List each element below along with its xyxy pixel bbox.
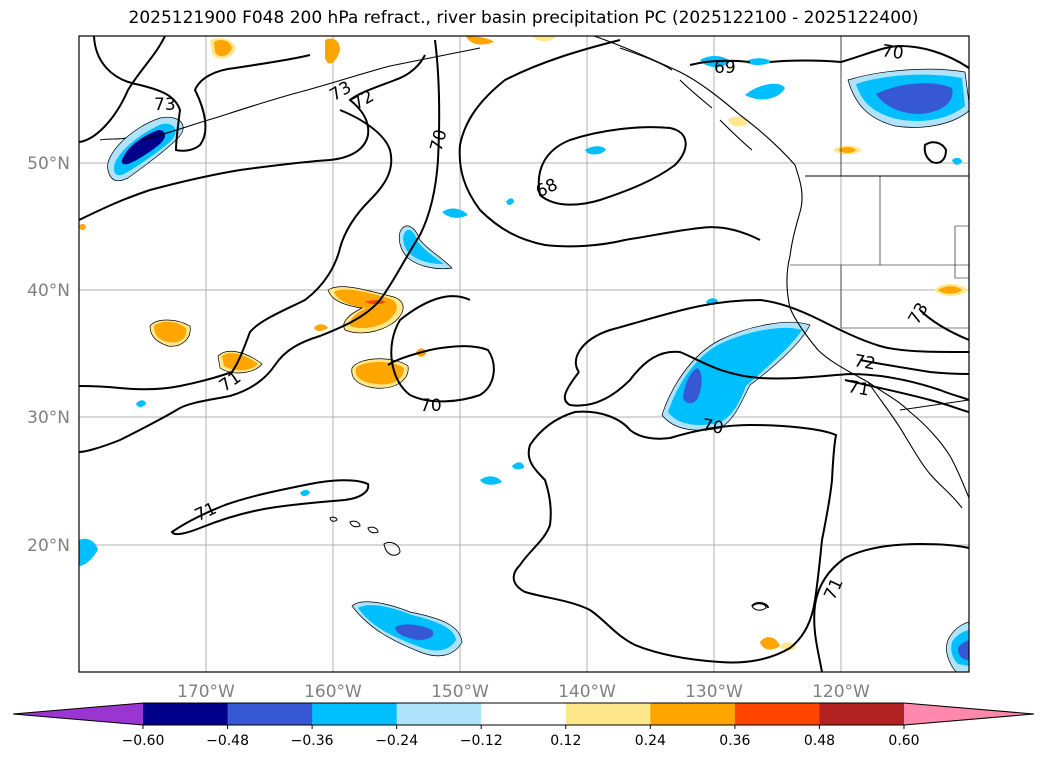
contour-70-south [574, 298, 969, 373]
lon-label: 160°W [304, 682, 362, 702]
colorbar-segment [734, 703, 820, 725]
contour-labels: 73 73 72 70 68 69 70 71 70 70 72 71 73 7… [154, 41, 933, 603]
contour-73-east [919, 309, 969, 341]
colorbar-tick-label: 0.24 [635, 733, 666, 749]
colorbar-tick-label: 0.60 [888, 733, 919, 749]
contour-70-box [387, 295, 495, 403]
colorbar-tick-label: 0.36 [719, 733, 750, 749]
map-frame [78, 35, 970, 673]
fill-outlines [107, 68, 969, 672]
colorbar-tick-label: −0.60 [122, 733, 165, 749]
contour-label: 70 [420, 396, 442, 416]
lon-label: 130°W [685, 682, 743, 702]
colorbar-tick-label: −0.36 [291, 733, 334, 749]
contour-71-mid [844, 379, 969, 413]
contour-70-east-upper [458, 39, 761, 248]
contour-70-ne [840, 44, 969, 69]
contour-label: 72 [852, 351, 877, 374]
colorbar-extension-low [13, 703, 143, 725]
contour-label: 71 [846, 377, 871, 400]
colorbar-segment [819, 703, 905, 725]
colorbar-tick-label: 0.12 [550, 733, 581, 749]
contour-71-se [813, 542, 969, 672]
latitude-labels: 50°N 40°N 30°N 20°N [27, 154, 70, 556]
map-title: 2025121900 F048 200 hPa refract., river … [128, 8, 919, 28]
contour-label: 70 [700, 415, 725, 438]
lon-label: 150°W [431, 682, 489, 702]
colorbar-segment [312, 703, 398, 725]
colorbar-segment [650, 703, 736, 725]
coastlines [99, 36, 969, 509]
coast-north-america [593, 36, 969, 499]
lon-label: 170°W [177, 682, 235, 702]
map-panel: 73 73 72 70 68 69 70 71 70 70 72 71 73 7… [79, 36, 969, 672]
contour-72-ridge [79, 109, 393, 391]
coast-alaska-south [139, 47, 481, 141]
lat-label: 30°N [27, 408, 70, 428]
border-us-mexico [899, 399, 969, 411]
contour-label: 70 [881, 41, 905, 64]
contour-72-east [859, 359, 969, 375]
colorbar-tick-label: 0.48 [804, 733, 835, 749]
contour-70-main [79, 39, 441, 453]
lat-label: 40°N [27, 281, 70, 301]
longitude-labels: 170°W 160°W 150°W 140°W 130°W 120°W [177, 682, 870, 702]
contour-72-north [79, 36, 166, 143]
precip-pc-fills [79, 36, 969, 672]
colorbar-tick-label: −0.48 [206, 733, 249, 749]
contour-68 [537, 126, 687, 206]
contour-label: 73 [154, 95, 176, 115]
lat-label: 20°N [27, 536, 70, 556]
lon-label: 140°W [558, 682, 616, 702]
colorbar-segment [481, 703, 567, 725]
colorbar-segment [396, 703, 482, 725]
colorbar-segment [227, 703, 313, 725]
contour-70-mid [563, 350, 969, 407]
colorbar-segment [565, 703, 651, 725]
colorbar-extension-high [904, 703, 1034, 725]
fill-negative-sw-edge [79, 538, 98, 566]
colorbar: −0.60 −0.48 −0.36 −0.24 −0.12 0.12 0.24 0.36 0.4… [12, 702, 1035, 749]
colorbar-tick-label: −0.12 [460, 733, 503, 749]
coast-baja [867, 381, 963, 509]
state-borders [790, 36, 969, 329]
contour-label: 69 [714, 58, 736, 78]
colorbar-segment [143, 703, 229, 725]
contour-70-north [79, 54, 426, 221]
contour-70-southern-loop [512, 410, 838, 664]
refractivity-contours [79, 36, 969, 672]
lat-label: 50°N [27, 154, 70, 174]
contour-73-north [93, 36, 311, 152]
lon-label: 120°W [812, 682, 870, 702]
contour-69 [689, 59, 842, 66]
contour-71-southwest [170, 479, 370, 536]
colorbar-tick-label: −0.24 [375, 733, 418, 749]
